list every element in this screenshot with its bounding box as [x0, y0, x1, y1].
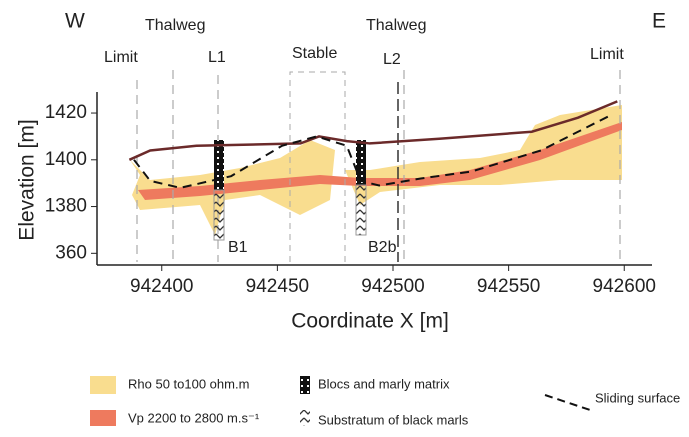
legend-label: Blocs and marly matrix — [318, 376, 450, 391]
borehole-marls — [355, 184, 367, 236]
annotation: L2 — [383, 51, 401, 68]
x-tick-label: 942450 — [246, 276, 309, 297]
annotation: Limit — [590, 46, 624, 63]
legend-swatch — [90, 376, 116, 394]
x-tick-label: 942500 — [361, 276, 424, 297]
legend-swatch — [90, 410, 116, 426]
x-tick-label: 942400 — [130, 276, 193, 297]
velocity-zone — [138, 122, 622, 200]
annotation: Thalweg — [145, 17, 205, 34]
x-axis-label: Coordinate X [m] — [291, 310, 449, 333]
annotation: B2b — [368, 239, 397, 256]
annotation: B1 — [228, 239, 248, 256]
annotation: L1 — [208, 49, 226, 66]
legend-label: Sliding surface — [595, 390, 680, 405]
legend-label: Substratum of black marls — [318, 412, 469, 427]
east-label: E — [652, 10, 666, 33]
y-axis-label: Elevation [m] — [16, 119, 39, 240]
legend-swatch — [544, 394, 591, 411]
x-tick-label: 942550 — [477, 276, 540, 297]
borehole-marls — [213, 189, 225, 241]
y-tick-label: 1400 — [45, 149, 87, 170]
legend-label: Rho 50 to100 ohm.m — [128, 376, 249, 391]
series-line — [128, 100, 618, 161]
borehole-blocs — [214, 140, 224, 190]
legend-swatch — [300, 376, 310, 394]
resistivity-zone — [345, 105, 622, 205]
legend-label: Vp 2200 to 2800 m.s⁻¹ — [128, 410, 260, 425]
annotation: Stable — [292, 45, 337, 62]
west-label: W — [65, 10, 85, 33]
x-tick-label: 942600 — [593, 276, 656, 297]
y-tick-label: 1380 — [45, 196, 87, 217]
annotation: Thalweg — [366, 17, 426, 34]
y-tick-label: 360 — [55, 242, 87, 263]
y-tick-label: 1420 — [45, 102, 87, 123]
borehole-blocs — [356, 140, 366, 185]
annotation: Limit — [104, 49, 138, 66]
legend-swatch — [300, 410, 310, 426]
